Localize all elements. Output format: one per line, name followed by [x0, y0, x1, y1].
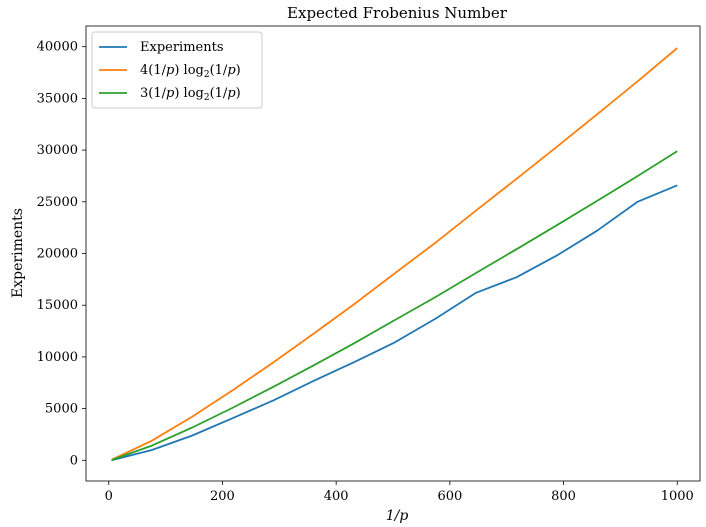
- x-tick-label: 0: [105, 489, 113, 504]
- y-axis-title: Experiments: [10, 208, 26, 298]
- chart-title: Expected Frobenius Number: [287, 4, 508, 22]
- x-tick-label: 400: [324, 489, 349, 504]
- x-axis-title: 1/p: [386, 508, 409, 524]
- y-tick-label: 5000: [45, 402, 78, 417]
- x-tick-label: 200: [210, 489, 235, 504]
- x-axis: 0 200 400 600 800 1000: [105, 481, 694, 504]
- x-tick-label: 600: [437, 489, 462, 504]
- y-tick-label: 40000: [37, 40, 78, 55]
- y-axis: 0 5000 10000 15000 20000 25000 30000 35000 40000: [37, 40, 86, 468]
- legend-label-1: 4(1/p) log2(1/p): [140, 63, 241, 80]
- y-tick-label: 20000: [37, 247, 78, 262]
- x-tick-label: 800: [551, 489, 576, 504]
- y-tick-label: 35000: [37, 91, 78, 106]
- series-line-2: [111, 150, 678, 461]
- y-tick-label: 15000: [37, 298, 78, 313]
- series-line-1: [111, 47, 678, 461]
- y-tick-label: 0: [70, 453, 78, 468]
- y-tick-label: 25000: [37, 195, 78, 210]
- y-tick-label: 10000: [37, 350, 78, 365]
- y-tick-label: 30000: [37, 143, 78, 158]
- series-layer: [111, 47, 678, 462]
- legend: Experiments 4(1/p) log2(1/p) 3(1/p) log2(1…: [91, 31, 263, 109]
- legend-label-2: 3(1/p) log2(1/p): [140, 86, 241, 103]
- legend-label-0: Experiments: [140, 40, 224, 55]
- x-tick-label: 1000: [661, 489, 694, 504]
- legend-box: [91, 31, 263, 109]
- series-line-0: [111, 184, 678, 462]
